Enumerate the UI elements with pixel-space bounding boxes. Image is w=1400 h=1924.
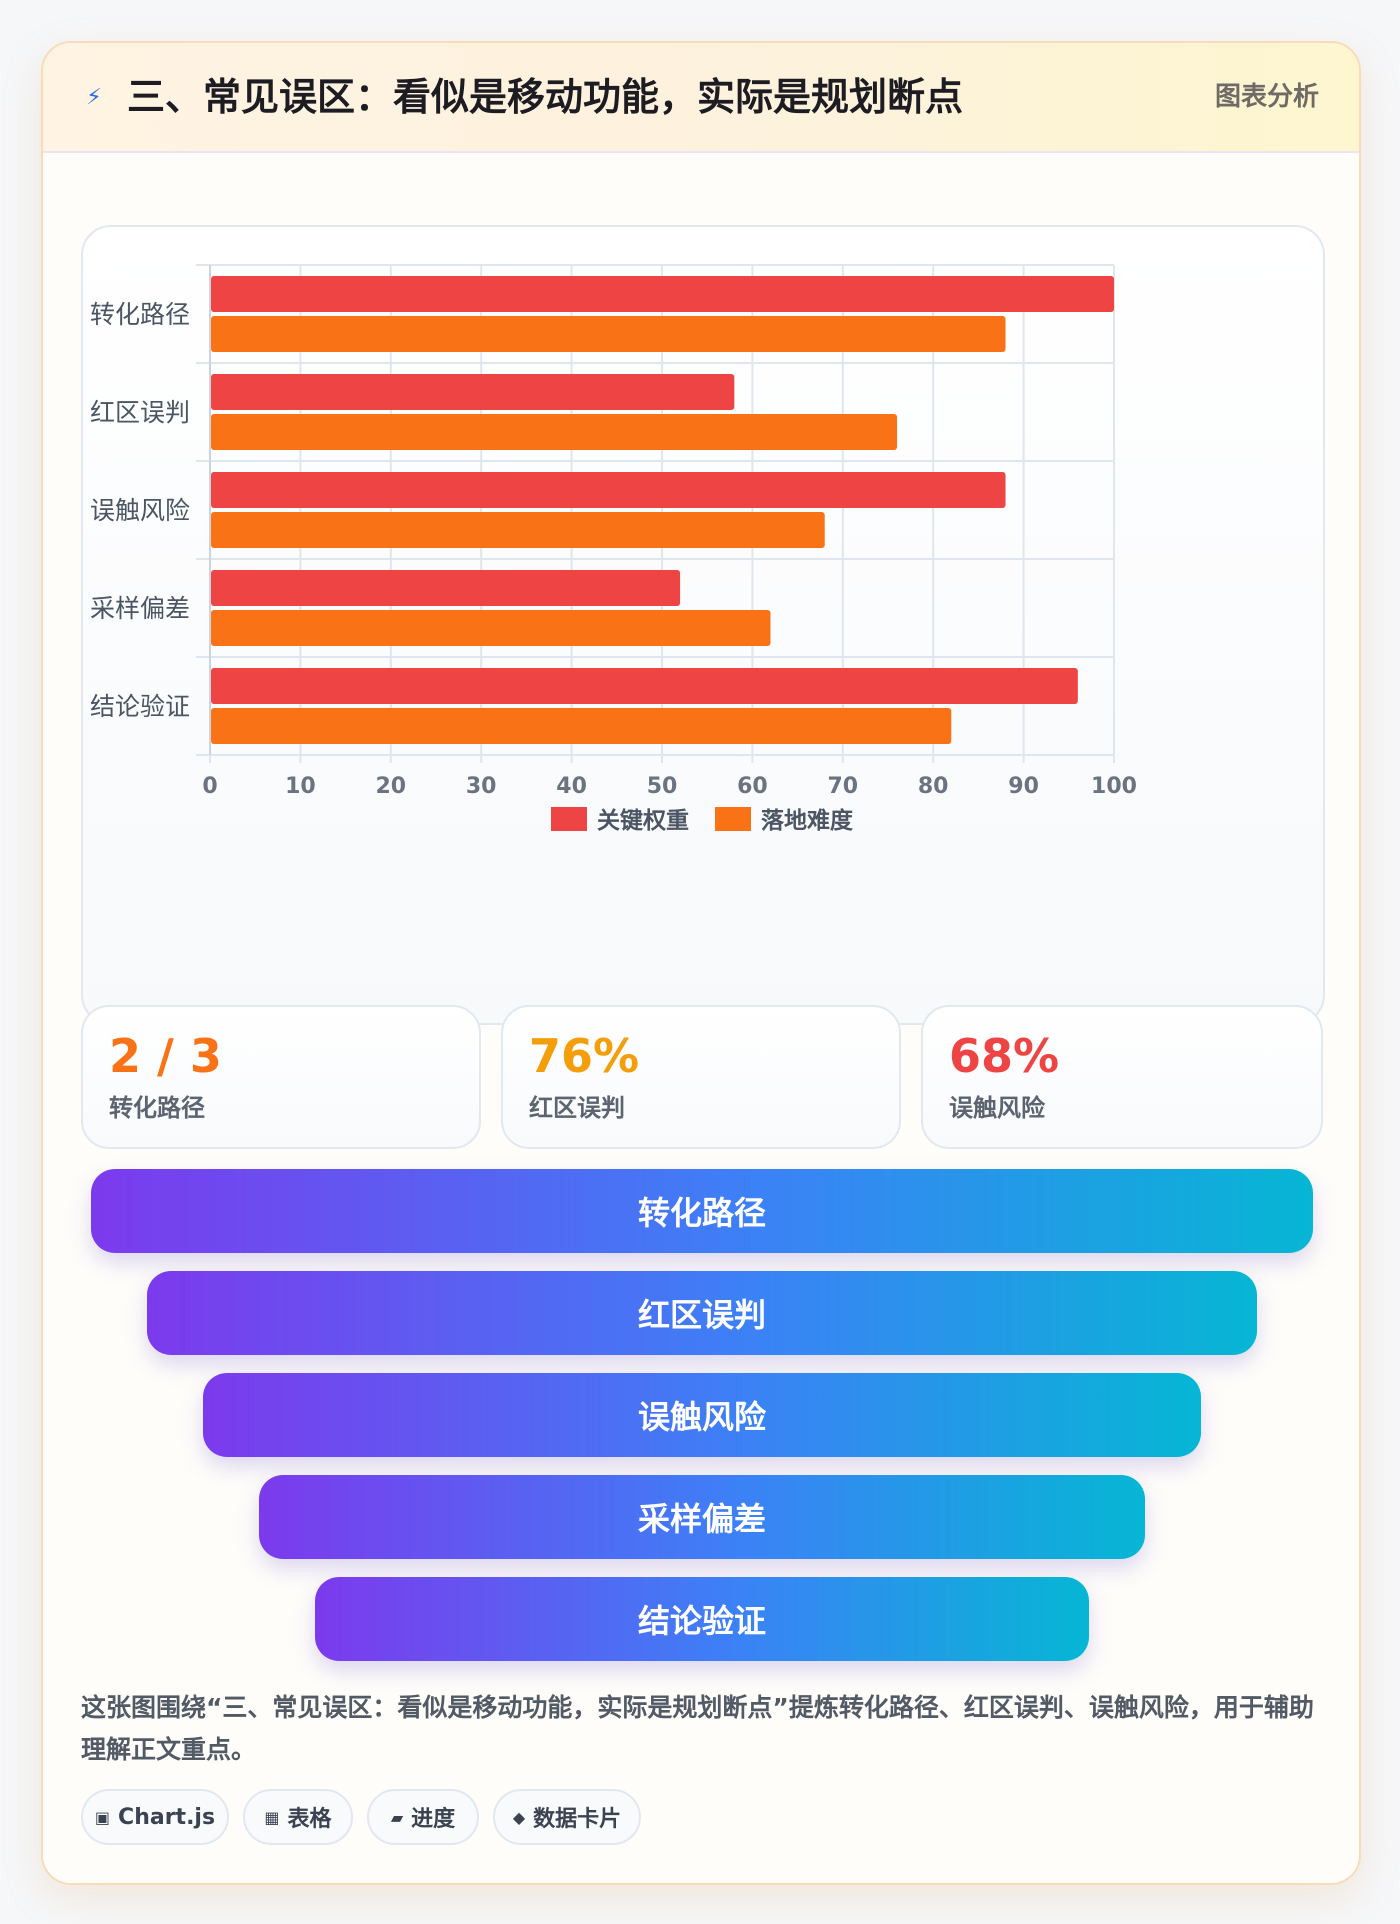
x-tick-label: 40 — [556, 774, 587, 799]
bar-difficulty — [211, 610, 771, 646]
bar-difficulty — [211, 708, 952, 744]
legend-label: 落地难度 — [761, 807, 854, 834]
x-tick-label: 20 — [375, 774, 406, 799]
bar-difficulty — [211, 512, 825, 548]
legend-swatch — [551, 807, 587, 831]
bar-key-weight — [211, 570, 681, 606]
diamond-icon: ◆ — [512, 1807, 526, 1827]
x-tick-label: 10 — [285, 774, 316, 799]
x-tick-label: 50 — [647, 774, 678, 799]
card-body: 0 10 20 30 40 50 60 70 80 90 100 转化路径 红区误判 误触风险 采样偏差 结论… — [43, 153, 1359, 1883]
tag-table[interactable]: ▦ 表格 — [243, 1789, 353, 1845]
bar-key-weight — [211, 472, 1006, 508]
lightning-icon: ⚡ — [86, 85, 102, 110]
page-title: 三、常见误区：看似是移动功能，实际是规划断点 — [127, 75, 964, 119]
funnel-step-1: 转化路径 — [91, 1169, 1313, 1253]
bar-key-weight — [211, 374, 735, 410]
funnel-step-5: 结论验证 — [315, 1577, 1089, 1661]
legend-swatch — [715, 807, 751, 831]
tag-label: Chart.js — [118, 1804, 216, 1830]
x-tick-label: 70 — [827, 774, 858, 799]
summary-text: 这张图围绕“三、常见误区：看似是移动功能，实际是规划断点”提炼转化路径、红区误判… — [81, 1693, 1314, 1764]
stat-label: 红区误判 — [529, 1094, 625, 1122]
tag-label: 表格 — [287, 1807, 332, 1832]
y-tick-label: 采样偏差 — [90, 594, 190, 623]
tag-progress[interactable]: ▰ 进度 — [367, 1789, 479, 1845]
y-tick-label: 转化路径 — [90, 300, 190, 329]
x-tick-label: 0 — [202, 774, 217, 799]
bar-key-weight — [211, 276, 1114, 312]
bar-difficulty — [211, 414, 898, 450]
funnel-step-4: 采样偏差 — [259, 1475, 1145, 1559]
chart-analysis-tag: 图表分析 — [1214, 82, 1319, 112]
x-tick-label: 100 — [1091, 774, 1137, 799]
stat-value: 68% — [949, 1029, 1060, 1083]
bar-key-weight — [211, 668, 1078, 704]
tag-label: 进度 — [411, 1807, 456, 1832]
tag-data-card[interactable]: ◆ 数据卡片 — [493, 1789, 641, 1845]
x-tick-label: 80 — [918, 774, 949, 799]
table-icon: ▦ — [264, 1807, 280, 1827]
tag-chartjs[interactable]: ▣ Chart.js — [81, 1789, 229, 1845]
funnel-step-2: 红区误判 — [147, 1271, 1257, 1355]
stat-card-3: 68% 误触风险 — [921, 1005, 1323, 1149]
stat-label: 转化路径 — [109, 1094, 205, 1122]
stat-card-1: 2 / 3 转化路径 — [81, 1005, 481, 1149]
funnel-step-3: 误触风险 — [203, 1373, 1201, 1457]
legend-label: 关键权重 — [597, 807, 689, 834]
chart-panel: 0 10 20 30 40 50 60 70 80 90 100 转化路径红区误判误触风险采样偏差结论… — [81, 225, 1325, 1025]
chart-card: ⚡ 三、常见误区：看似是移动功能，实际是规划断点 图表分析 0 10 20 30 40 5… — [41, 41, 1361, 1885]
tag-label: 数据卡片 — [533, 1807, 622, 1832]
bar-difficulty — [211, 316, 1006, 352]
card-header: ⚡ 三、常见误区：看似是移动功能，实际是规划断点 图表分析 — [43, 43, 1359, 153]
bar-chart: 0 10 20 30 40 50 60 70 80 90 100 转化路径红区误判误触风险采样偏差结论… — [90, 264, 1137, 834]
stat-value: 76% — [529, 1029, 640, 1083]
progress-icon: ▰ — [390, 1807, 404, 1827]
y-tick-label: 结论验证 — [90, 692, 190, 721]
x-tick-label: 60 — [737, 774, 768, 799]
stat-label: 误触风险 — [949, 1094, 1045, 1122]
y-tick-label: 红区误判 — [90, 398, 190, 427]
stat-card-2: 76% 红区误判 — [501, 1005, 901, 1149]
chip-icon: ▣ — [94, 1807, 111, 1827]
x-tick-label: 30 — [466, 774, 497, 799]
y-tick-label: 误触风险 — [90, 496, 190, 525]
x-tick-label: 90 — [1008, 774, 1039, 799]
stat-value: 2 / 3 — [109, 1029, 222, 1083]
